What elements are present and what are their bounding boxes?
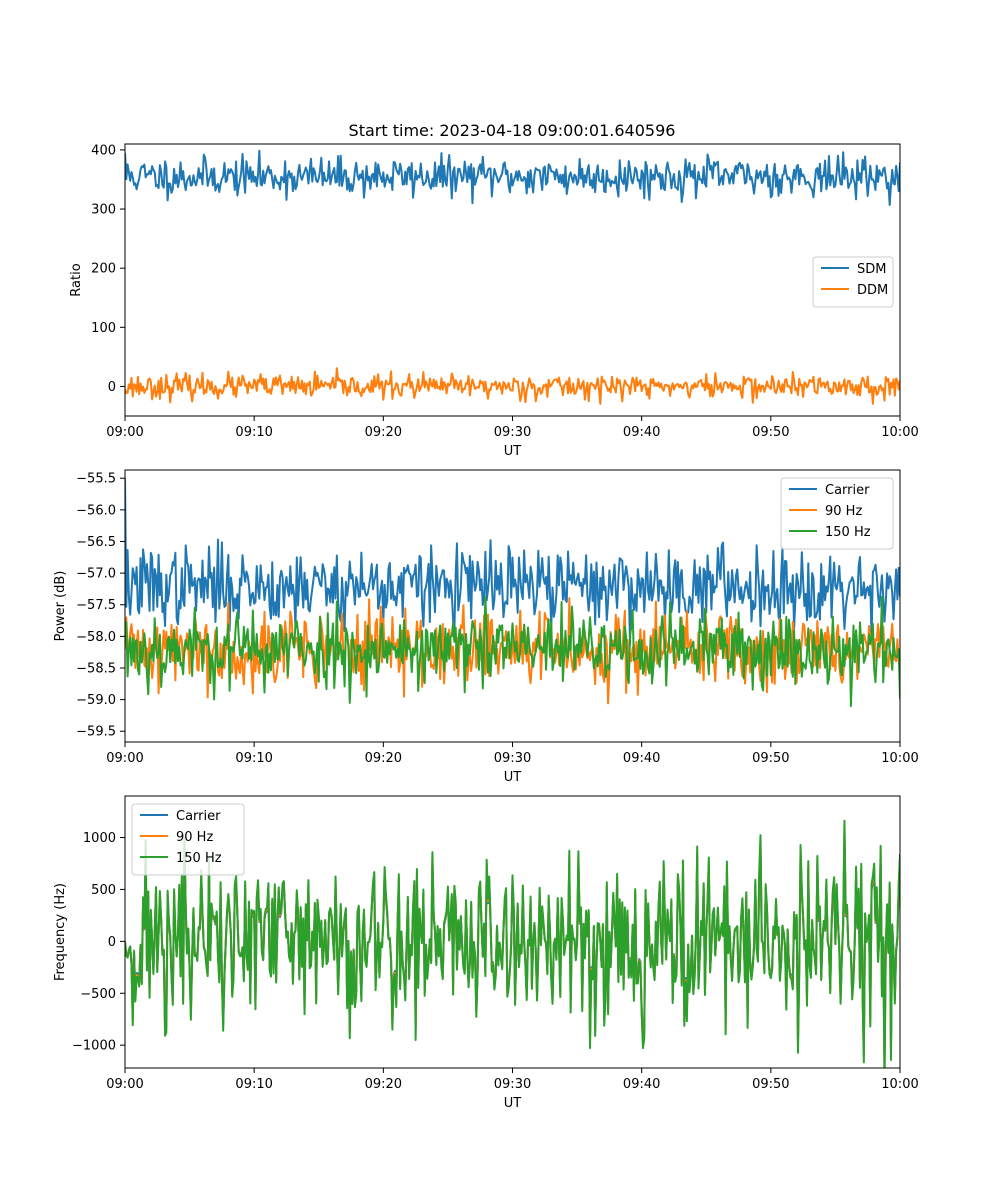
legend: Carrier 90 Hz 150 Hz [131, 803, 245, 876]
y-tick-label: 400 [91, 143, 116, 158]
x-axis-label: UT [504, 444, 522, 459]
chart-panel-2: 09:00 09:10 09:20 09:30 09:40 09:50 10:00 −59.5… [53, 469, 919, 785]
legend-label: 150 Hz [176, 851, 222, 866]
x-tick-label: 09:40 [623, 425, 660, 440]
x-tick-label: 09:30 [494, 1077, 531, 1092]
series-line-sdm [125, 149, 900, 206]
x-tick-label: 09:40 [623, 751, 660, 766]
y-tick-label: −500 [80, 987, 116, 1002]
legend-label: Carrier [176, 809, 221, 824]
x-tick-label: 09:10 [235, 425, 272, 440]
x-axis-label: UT [504, 770, 522, 785]
x-tick-label: 09:20 [365, 1077, 402, 1092]
y-axis-label: Frequency (Hz) [53, 883, 68, 981]
legend-label: 90 Hz [825, 504, 862, 519]
y-tick-label: 100 [91, 321, 116, 336]
x-tick-label: 09:00 [106, 1077, 143, 1092]
legend-label: Carrier [825, 483, 870, 498]
series-line-carrier [125, 478, 900, 646]
legend: Carrier 90 Hz 150 Hz [780, 477, 894, 550]
figure-title: Start time: 2023-04-18 09:00:01.640596 [349, 121, 676, 140]
y-tick-label: 500 [91, 883, 116, 898]
y-tick-label: −56.5 [76, 535, 116, 550]
y-tick-label: 200 [91, 262, 116, 277]
chart-panel-1: 09:00 09:10 09:20 09:30 09:40 09:50 10:00 0 100 2… [69, 143, 919, 459]
series-line-150-hz [125, 819, 900, 1068]
legend-label: SDM [857, 262, 886, 277]
x-axis-label: UT [504, 1096, 522, 1111]
x-tick-label: 10:00 [881, 751, 918, 766]
series-line-150-hz [125, 595, 900, 708]
series-group [125, 819, 900, 1068]
x-tick-label: 09:10 [235, 751, 272, 766]
x-tick-label: 10:00 [881, 425, 918, 440]
y-tick-label: 300 [91, 203, 116, 218]
legend-box [812, 256, 894, 308]
x-tick-label: 09:30 [494, 425, 531, 440]
y-axis-label: Ratio [69, 263, 84, 296]
legend: SDM DDM [812, 256, 894, 308]
x-tick-label: 09:30 [494, 751, 531, 766]
legend-label: 90 Hz [176, 830, 213, 845]
x-tick-label: 09:40 [623, 1077, 660, 1092]
series-group [125, 149, 900, 405]
y-tick-label: −59.5 [76, 725, 116, 740]
series-line-ddm [125, 367, 900, 405]
y-tick-label: −56.0 [76, 503, 116, 518]
x-tick-label: 09:10 [235, 1077, 272, 1092]
y-axis-label: Power (dB) [53, 571, 68, 642]
y-tick-label: −57.0 [76, 567, 116, 582]
x-tick-label: 09:20 [365, 425, 402, 440]
x-tick-label: 09:50 [752, 425, 789, 440]
legend-label: DDM [857, 283, 888, 298]
x-tick-label: 09:00 [106, 425, 143, 440]
y-tick-label: −57.5 [76, 598, 116, 613]
x-tick-label: 09:50 [752, 1077, 789, 1092]
y-tick-label: −58.5 [76, 661, 116, 676]
y-tick-label: 1000 [83, 831, 116, 846]
series-group [125, 478, 900, 708]
x-tick-label: 09:20 [365, 751, 402, 766]
y-tick-label: 0 [108, 935, 116, 950]
x-tick-label: 09:00 [106, 751, 143, 766]
y-tick-label: −59.0 [76, 693, 116, 708]
y-tick-label: −55.5 [76, 472, 116, 487]
y-tick-label: 0 [108, 380, 116, 395]
x-tick-label: 10:00 [881, 1077, 918, 1092]
y-tick-label: −1000 [72, 1039, 116, 1054]
chart-panel-3: 09:00 09:10 09:20 09:30 09:40 09:50 10:00 −1000… [53, 795, 919, 1111]
y-tick-label: −58.0 [76, 630, 116, 645]
x-tick-label: 09:50 [752, 751, 789, 766]
legend-label: 150 Hz [825, 525, 871, 540]
